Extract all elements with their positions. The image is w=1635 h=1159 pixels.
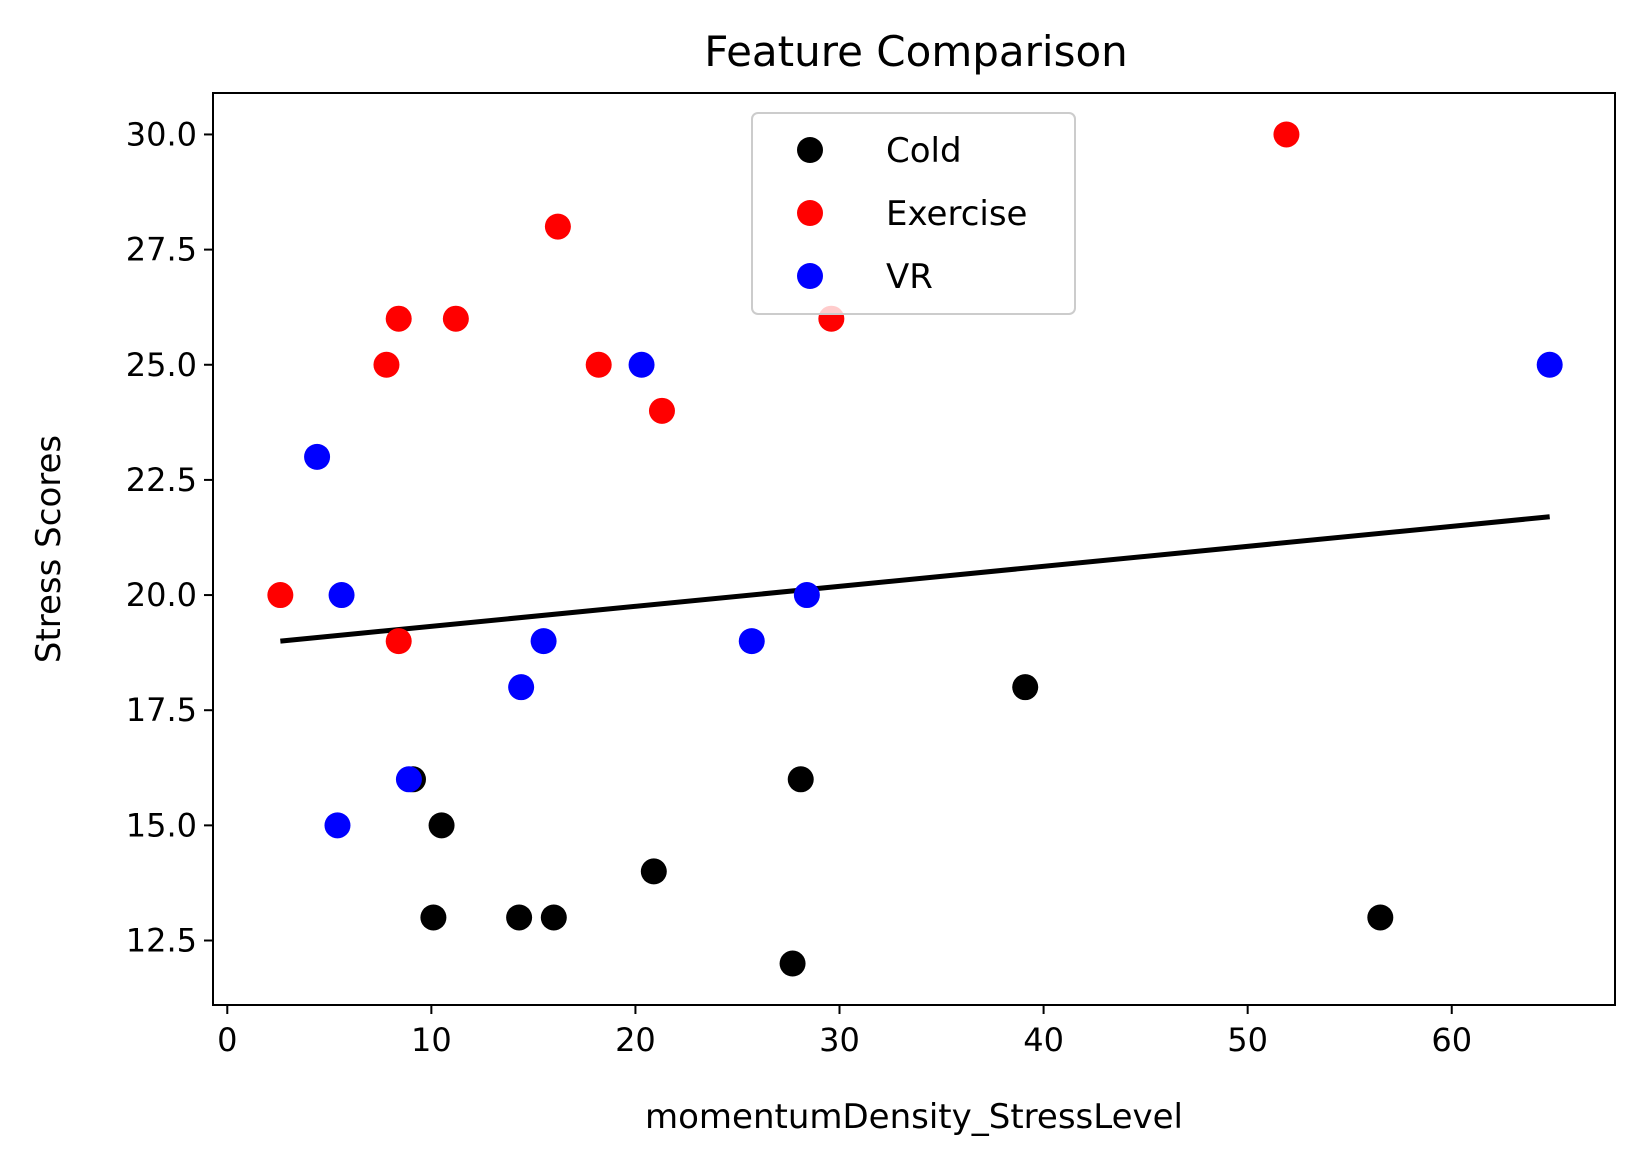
x-tick-label: 10 <box>411 1021 452 1059</box>
data-point-vr-8 <box>793 582 820 609</box>
data-point-cold-4 <box>540 904 567 931</box>
data-point-cold-2 <box>420 904 447 931</box>
data-point-exercise-7 <box>648 397 675 424</box>
legend: Cold Exercise VR <box>751 112 1076 315</box>
x-tick-label: 20 <box>615 1021 656 1059</box>
legend-label-cold: Cold <box>886 131 962 171</box>
y-tick-label: 17.5 <box>126 691 197 729</box>
y-tick-label: 22.5 <box>126 461 197 499</box>
data-point-cold-5 <box>640 858 667 885</box>
data-point-exercise-2 <box>385 305 412 332</box>
trend-line <box>280 514 1550 644</box>
x-tick-label: 30 <box>819 1021 860 1059</box>
data-point-cold-6 <box>779 950 806 977</box>
chart-title: Feature Comparison <box>704 27 1128 76</box>
data-point-cold-9 <box>1367 904 1394 931</box>
data-point-exercise-0 <box>267 582 294 609</box>
data-point-vr-9 <box>1536 351 1563 378</box>
x-tick-label: 40 <box>1023 1021 1064 1059</box>
x-tick-label: 60 <box>1431 1021 1472 1059</box>
data-point-vr-5 <box>530 628 557 655</box>
y-tick-label: 15.0 <box>126 806 197 844</box>
legend-box <box>751 112 1076 315</box>
x-tick-label: 0 <box>217 1021 237 1059</box>
legend-label-vr: VR <box>886 257 933 297</box>
plot-frame <box>212 92 1616 1006</box>
y-tick-label: 27.5 <box>126 231 197 269</box>
y-tick-label: 12.5 <box>126 922 197 960</box>
data-point-cold-7 <box>787 766 814 793</box>
data-point-cold-8 <box>1012 674 1039 701</box>
data-point-vr-0 <box>304 443 331 470</box>
data-point-exercise-4 <box>442 305 469 332</box>
data-point-vr-7 <box>738 628 765 655</box>
data-point-exercise-9 <box>1273 121 1300 148</box>
legend-marker-exercise <box>797 200 823 226</box>
data-point-vr-6 <box>628 351 655 378</box>
legend-label-exercise: Exercise <box>886 194 1027 234</box>
x-axis-ticks: 0 10 20 30 40 50 60 <box>217 1005 1472 1059</box>
data-point-exercise-5 <box>544 213 571 240</box>
series-vr <box>304 351 1563 839</box>
y-axis-label: Stress Scores <box>29 435 69 663</box>
data-point-exercise-6 <box>585 351 612 378</box>
x-axis-label: momentumDensity_StressLevel <box>645 1097 1183 1137</box>
data-point-vr-4 <box>508 674 535 701</box>
legend-marker-cold <box>797 137 823 163</box>
data-point-cold-1 <box>428 812 455 839</box>
y-tick-label: 30.0 <box>126 115 197 153</box>
data-point-vr-1 <box>328 582 355 609</box>
data-point-exercise-1 <box>373 351 400 378</box>
legend-marker-vr <box>797 263 823 289</box>
y-tick-label: 25.0 <box>126 346 197 384</box>
y-axis-ticks: 12.5 15.0 17.5 20.0 22.5 25.0 27.5 30.0 <box>126 115 213 960</box>
y-tick-label: 20.0 <box>126 576 197 614</box>
data-point-vr-3 <box>395 766 422 793</box>
legend-items: Cold Exercise VR <box>797 131 1027 297</box>
data-point-vr-2 <box>324 812 351 839</box>
x-tick-label: 50 <box>1227 1021 1268 1059</box>
series-cold <box>399 674 1394 977</box>
data-point-cold-3 <box>506 904 533 931</box>
data-point-exercise-3 <box>385 628 412 655</box>
